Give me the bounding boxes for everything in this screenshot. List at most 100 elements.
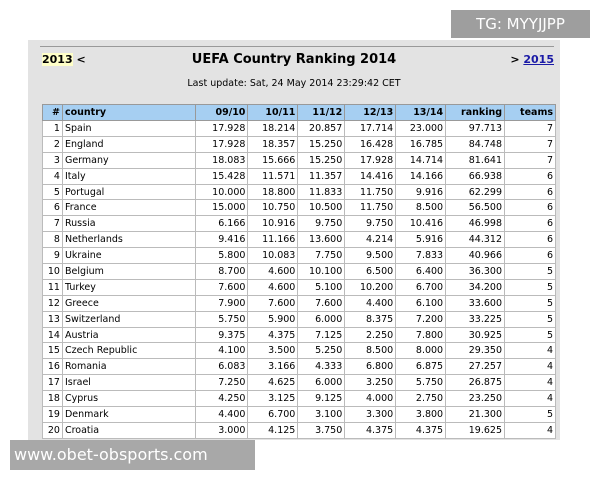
table-cell: 6.800	[344, 358, 397, 376]
table-row: 1 Spain 17.928 18.214 20.857 17.714 23.000 97.7…	[42, 120, 556, 137]
table-cell: 6	[42, 199, 63, 217]
table-cell: 3.125	[247, 390, 299, 408]
table-cell: 14	[42, 326, 63, 344]
prev-year-nav[interactable]: 2013 <	[42, 53, 86, 66]
table-cell: England	[61, 135, 196, 153]
table-cell: 17.928	[194, 120, 249, 137]
prev-year-link[interactable]: 2013	[42, 53, 73, 66]
table-cell: 15.000	[194, 199, 249, 217]
table-cell: France	[61, 199, 196, 217]
table-cell: 6.083	[194, 358, 249, 376]
next-arrow: >	[510, 53, 520, 66]
table-cell: 3.300	[344, 406, 397, 423]
table-cell: 9.125	[297, 390, 346, 408]
table-cell: 9.500	[344, 247, 397, 265]
table-header: # country 09/10 10/11 11/12 12/13 13/14 ranking…	[42, 104, 556, 121]
table-cell: Czech Republic	[61, 342, 196, 360]
table-cell: Romania	[61, 358, 196, 376]
table-row: 11 Turkey 7.600 4.600 5.100 10.200 6.700 34.200…	[42, 278, 556, 296]
table-cell: 8	[42, 231, 63, 249]
table-cell: 7.833	[395, 247, 447, 265]
table-cell: 4	[504, 390, 556, 408]
table-cell: 1	[42, 120, 63, 137]
table-cell: 18.357	[247, 135, 299, 153]
table-cell: 12	[42, 294, 63, 312]
column-header: #	[42, 104, 63, 121]
table-row: 4 Italy 15.428 11.571 11.357 14.416 14.166 66.9…	[42, 167, 556, 185]
table-cell: 6.000	[297, 374, 346, 392]
table-cell: 5.250	[297, 342, 346, 360]
table-cell: 8.000	[395, 342, 447, 360]
table-cell: 3.166	[247, 358, 299, 376]
table-cell: 15	[42, 342, 63, 360]
table-cell: 9.750	[344, 215, 397, 233]
table-cell: 15.250	[297, 135, 346, 153]
table-row: 15 Czech Republic 4.100 3.500 5.250 8.500 8.00…	[42, 342, 556, 360]
table-cell: 20.857	[297, 120, 346, 137]
table-cell: 6.400	[395, 263, 447, 280]
table-cell: 10.750	[247, 199, 299, 217]
table-cell: 5	[504, 294, 556, 312]
table-cell: 4.214	[344, 231, 397, 249]
table-cell: 6.700	[395, 278, 447, 296]
table-cell: 46.998	[445, 215, 506, 233]
table-cell: 5.750	[194, 310, 249, 328]
table-cell: 6.500	[344, 263, 397, 280]
table-cell: 11	[42, 278, 63, 296]
table-cell: 29.350	[445, 342, 506, 360]
table-cell: 11.750	[344, 199, 397, 217]
table-cell: 11.166	[247, 231, 299, 249]
table-cell: 4.400	[194, 406, 249, 423]
table-cell: 9	[42, 247, 63, 265]
table-cell: 17.714	[344, 120, 397, 137]
table-cell: 15.250	[297, 151, 346, 169]
table-cell: 18.800	[247, 183, 299, 201]
ranking-table: # country 09/10 10/11 11/12 12/13 13/14 ranking…	[42, 104, 556, 439]
table-cell: 11.750	[344, 183, 397, 201]
table-row: 10 Belgium 8.700 4.600 10.100 6.500 6.400 36.30…	[42, 263, 556, 280]
table-cell: 15.666	[247, 151, 299, 169]
table-row: 8 Netherlands 9.416 11.166 13.600 4.214 5.916 4…	[42, 231, 556, 249]
table-cell: 17.928	[344, 151, 397, 169]
table-cell: 16	[42, 358, 63, 376]
table-cell: 6	[504, 199, 556, 217]
table-cell: 16.785	[395, 135, 447, 153]
table-cell: 3.800	[395, 406, 447, 423]
table-row: 13 Switzerland 5.750 5.900 6.000 8.375 7.200 33…	[42, 310, 556, 328]
table-cell: 11.833	[297, 183, 346, 201]
table-cell: 62.299	[445, 183, 506, 201]
table-cell: 4.375	[395, 421, 447, 439]
table-cell: 13.600	[297, 231, 346, 249]
column-header: ranking	[445, 104, 506, 121]
table-cell: 4.125	[247, 421, 299, 439]
table-cell: 10.100	[297, 263, 346, 280]
table-cell: 10.083	[247, 247, 299, 265]
column-header: 10/11	[247, 104, 299, 121]
table-cell: 4.600	[247, 278, 299, 296]
table-cell: 5.900	[247, 310, 299, 328]
table-cell: 8.500	[395, 199, 447, 217]
table-cell: 6	[504, 215, 556, 233]
table-cell: Germany	[61, 151, 196, 169]
table-cell: 5	[42, 183, 63, 201]
next-year-link[interactable]: 2015	[523, 53, 554, 66]
table-row: 20 Croatia 3.000 4.125 3.750 4.375 4.375 19.625…	[42, 421, 556, 439]
table-cell: 7.200	[395, 310, 447, 328]
table-cell: 8.500	[344, 342, 397, 360]
table-cell: 6	[504, 247, 556, 265]
table-cell: 26.875	[445, 374, 506, 392]
table-cell: 5	[504, 326, 556, 344]
table-cell: 15.428	[194, 167, 249, 185]
table-cell: 44.312	[445, 231, 506, 249]
column-header: 13/14	[395, 104, 447, 121]
table-cell: 7.600	[297, 294, 346, 312]
table-cell: 9.750	[297, 215, 346, 233]
table-cell: 20	[42, 421, 63, 439]
table-cell: 2	[42, 135, 63, 153]
table-cell: 7.750	[297, 247, 346, 265]
table-cell: 33.600	[445, 294, 506, 312]
table-cell: 18.083	[194, 151, 249, 169]
next-year-nav[interactable]: > 2015	[510, 53, 554, 66]
table-cell: 6.000	[297, 310, 346, 328]
table-cell: 5	[504, 310, 556, 328]
